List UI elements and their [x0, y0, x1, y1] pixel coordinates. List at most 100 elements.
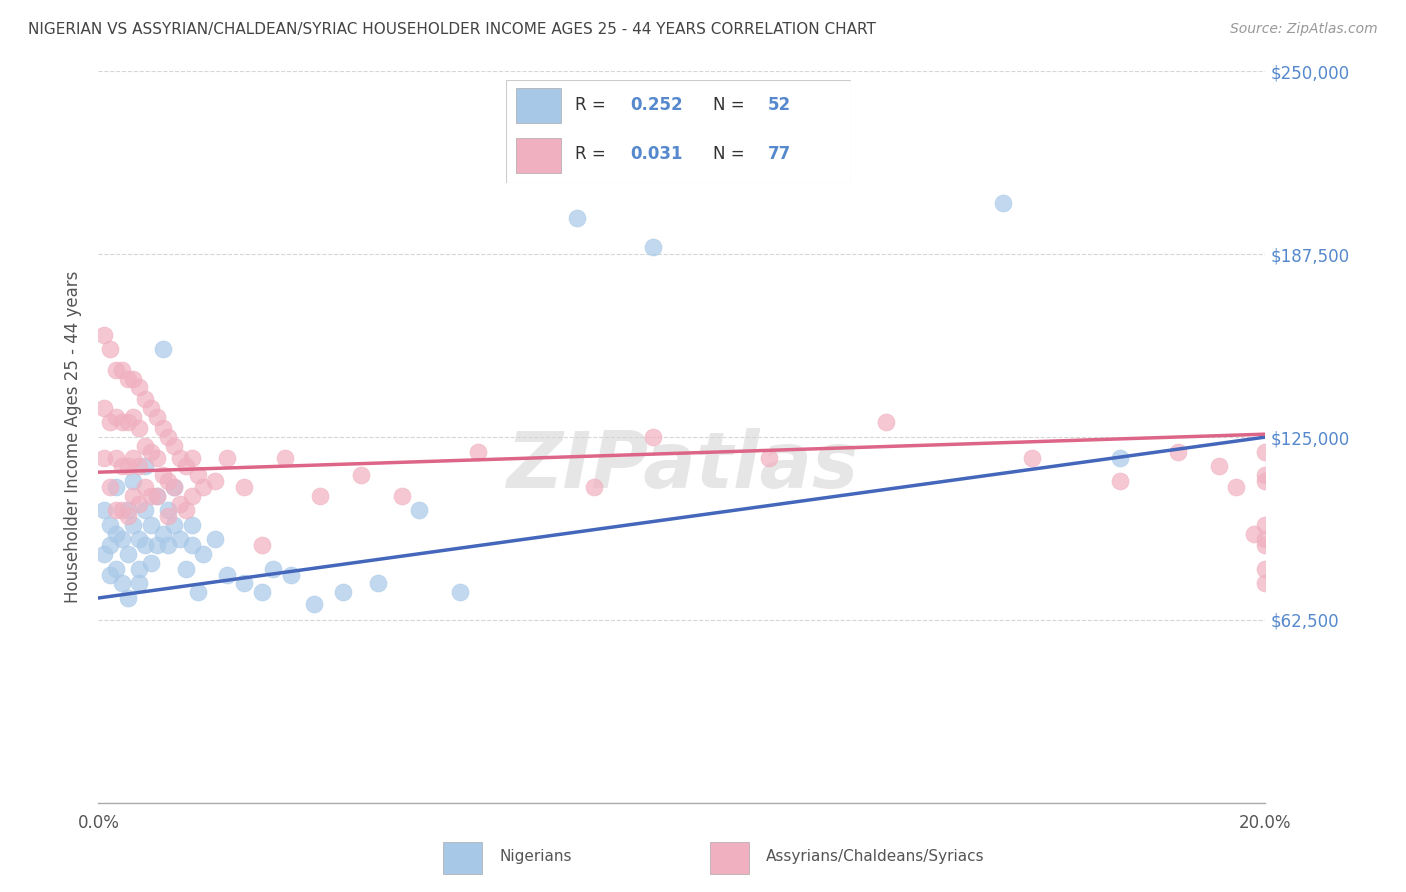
Point [98, 480, 121, 494]
Point [991, 196, 1014, 211]
Point [233, 576, 256, 591]
Point [104, 450, 127, 465]
Point [117, 416, 139, 430]
Point [1254, 538, 1277, 552]
Point [111, 576, 134, 591]
Point [122, 517, 145, 532]
Point [174, 459, 197, 474]
Point [304, 597, 326, 611]
Text: NIGERIAN VS ASSYRIAN/CHALDEAN/SYRIAC HOUSEHOLDER INCOME AGES 25 - 44 YEARS CORRE: NIGERIAN VS ASSYRIAN/CHALDEAN/SYRIAC HOU… [28, 22, 876, 37]
Point [93, 503, 115, 517]
Point [146, 489, 169, 503]
Point [1021, 450, 1043, 465]
Point [309, 489, 332, 503]
Point [128, 459, 150, 474]
Point [128, 562, 150, 576]
Point [583, 480, 606, 494]
Point [1254, 517, 1277, 532]
Text: N =: N = [713, 96, 749, 114]
Point [139, 401, 162, 415]
Point [122, 489, 145, 503]
Point [134, 459, 156, 474]
Point [152, 526, 174, 541]
Text: 0.031: 0.031 [630, 145, 683, 163]
Point [157, 474, 180, 488]
Point [204, 533, 226, 547]
Point [163, 439, 186, 453]
Point [139, 556, 162, 570]
Point [1254, 576, 1277, 591]
Point [152, 343, 174, 357]
Point [215, 567, 238, 582]
Text: R =: R = [575, 96, 612, 114]
Point [98, 517, 121, 532]
Point [187, 468, 209, 483]
Y-axis label: Householder Income Ages 25 - 44 years: Householder Income Ages 25 - 44 years [65, 271, 83, 603]
Point [128, 380, 150, 394]
Point [146, 450, 169, 465]
Point [93, 450, 115, 465]
Point [467, 444, 489, 458]
Point [641, 240, 664, 254]
Point [111, 363, 134, 377]
Point [1254, 474, 1277, 488]
Point [122, 371, 145, 385]
Point [122, 474, 145, 488]
Text: N =: N = [713, 145, 749, 163]
Text: Source: ZipAtlas.com: Source: ZipAtlas.com [1230, 22, 1378, 37]
Point [117, 503, 139, 517]
Point [111, 459, 134, 474]
Point [104, 503, 127, 517]
Point [250, 538, 273, 552]
Point [104, 409, 127, 424]
Point [163, 480, 186, 494]
Point [1243, 526, 1265, 541]
Point [262, 562, 284, 576]
Point [122, 409, 145, 424]
Point [449, 585, 471, 599]
Point [128, 421, 150, 435]
Point [117, 459, 139, 474]
FancyBboxPatch shape [516, 137, 561, 173]
Text: 0.252: 0.252 [630, 96, 683, 114]
Point [146, 409, 169, 424]
Text: 77: 77 [768, 145, 792, 163]
Point [163, 480, 186, 494]
Point [367, 576, 389, 591]
Point [134, 503, 156, 517]
Point [152, 468, 174, 483]
Point [134, 480, 156, 494]
Point [180, 489, 202, 503]
Point [98, 567, 121, 582]
Point [215, 450, 238, 465]
Point [111, 503, 134, 517]
Point [180, 517, 202, 532]
Point [1254, 444, 1277, 458]
Point [1254, 562, 1277, 576]
Point [157, 430, 180, 444]
Point [157, 509, 180, 524]
Point [1167, 444, 1189, 458]
Point [1254, 468, 1277, 483]
Point [122, 450, 145, 465]
Point [146, 489, 169, 503]
Point [641, 430, 664, 444]
Point [875, 416, 897, 430]
Point [117, 371, 139, 385]
Point [128, 576, 150, 591]
Point [163, 517, 186, 532]
FancyBboxPatch shape [710, 842, 749, 874]
Text: Nigerians: Nigerians [499, 849, 572, 863]
Point [391, 489, 413, 503]
Point [117, 547, 139, 561]
Point [117, 509, 139, 524]
Point [104, 562, 127, 576]
Point [1108, 474, 1130, 488]
Point [139, 444, 162, 458]
Point [169, 533, 191, 547]
Point [98, 538, 121, 552]
Point [274, 450, 297, 465]
Point [152, 421, 174, 435]
Point [1108, 450, 1130, 465]
Point [180, 450, 202, 465]
